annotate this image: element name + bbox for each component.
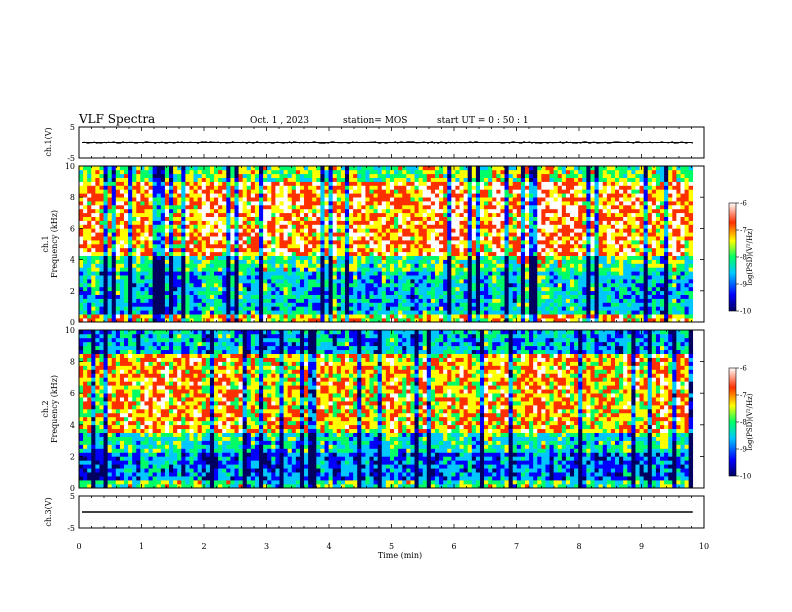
x-tick-label: 0 (76, 542, 81, 551)
y-tick-label: 8 (70, 193, 75, 202)
x-tick-label: 6 (451, 542, 456, 551)
ch1-spectrogram-ylabel: ch.1Frequency (kHz) (41, 210, 59, 278)
y-tick-label: -5 (67, 154, 75, 163)
ch2-colorbar-label: log(PSD)(V²/Hz) (746, 393, 754, 450)
y-tick-label: 0 (70, 484, 75, 493)
colorbar-tick-label: -8 (740, 419, 747, 427)
y-tick-label: 6 (70, 224, 75, 233)
y-tick-label: 2 (70, 287, 75, 296)
x-tick-label: 5 (389, 542, 394, 551)
spectrogram-cells (79, 330, 694, 489)
y-tick-label: 5 (70, 492, 75, 501)
ch3-waveform-panel: 5 -5 (67, 492, 705, 533)
header-start-ut: start UT = 0 : 50 : 1 (437, 116, 529, 126)
ch2-colorbar-scale (728, 367, 737, 477)
y-tick-label: 8 (70, 358, 75, 367)
x-tick-label: 9 (639, 542, 644, 551)
ch1-spectrogram-panel: 0 2 4 6 8 10 (65, 162, 705, 327)
x-tick-label: 4 (326, 542, 331, 551)
ch3-waveform-ylabel: ch.3(V) (44, 497, 53, 526)
colorbar-tick-label: -7 (740, 392, 747, 400)
x-tick-label: 10 (699, 542, 709, 551)
colorbar-tick-label: -9 (740, 446, 747, 454)
spectrogram-cells (79, 166, 694, 323)
colorbar-tick-label: -7 (740, 227, 747, 235)
y-tick-label: -5 (67, 524, 75, 533)
y-tick-label: 0 (70, 318, 75, 327)
header-station: station= MOS (343, 116, 407, 126)
colorbar-tick-label: -8 (740, 254, 747, 262)
ch1-waveform-ylabel: ch.1(V) (44, 127, 53, 156)
x-axis-label: Time (min) (378, 551, 422, 560)
y-tick-label: 5 (70, 123, 75, 132)
y-tick-label: 4 (70, 421, 75, 430)
colorbar-tick-label: -10 (740, 308, 751, 316)
y-tick-label: 6 (70, 389, 75, 398)
y-tick-label: 10 (65, 326, 75, 335)
x-tick-label: 7 (514, 542, 519, 551)
figure-title: VLF Spectra (78, 112, 155, 126)
y-tick-label: 10 (65, 162, 75, 171)
ch1-colorbar-label: log(PSD)(V²/Hz) (746, 228, 754, 285)
colorbar-tick-label: -6 (740, 365, 747, 373)
ch2-colorbar: log(PSD)(V²/Hz) -6 -7 -8 -9 -10 (728, 365, 754, 481)
x-ticks (78, 496, 705, 528)
waveform-trace (81, 140, 693, 145)
colorbar-tick-label: -6 (740, 200, 747, 208)
colorbar-tick-label: -9 (740, 281, 747, 289)
x-ticks (78, 330, 705, 488)
y-tick-label: 2 (70, 452, 75, 461)
ch1-colorbar: log(PSD)(V²/Hz) -6 -7 -8 -9 -10 (728, 200, 754, 316)
colorbar-tick-label: -10 (740, 473, 751, 481)
ch1-waveform-panel: 5 -5 (67, 123, 705, 163)
y-tick-label: 4 (70, 256, 75, 265)
x-ticks (78, 127, 705, 158)
x-tick-label: 1 (139, 542, 144, 551)
x-tick-label: 8 (576, 542, 581, 551)
x-ticks (78, 166, 705, 322)
ch2-spectrogram-panel: 0 2 4 6 8 10 (65, 326, 705, 493)
header-date: Oct. 1 , 2023 (250, 116, 309, 126)
x-tick-label: 3 (264, 542, 269, 551)
ch2-spectrogram-ylabel: ch.2Frequency (kHz) (41, 375, 59, 443)
ch1-colorbar-scale (728, 202, 737, 312)
x-tick-label: 2 (201, 542, 206, 551)
